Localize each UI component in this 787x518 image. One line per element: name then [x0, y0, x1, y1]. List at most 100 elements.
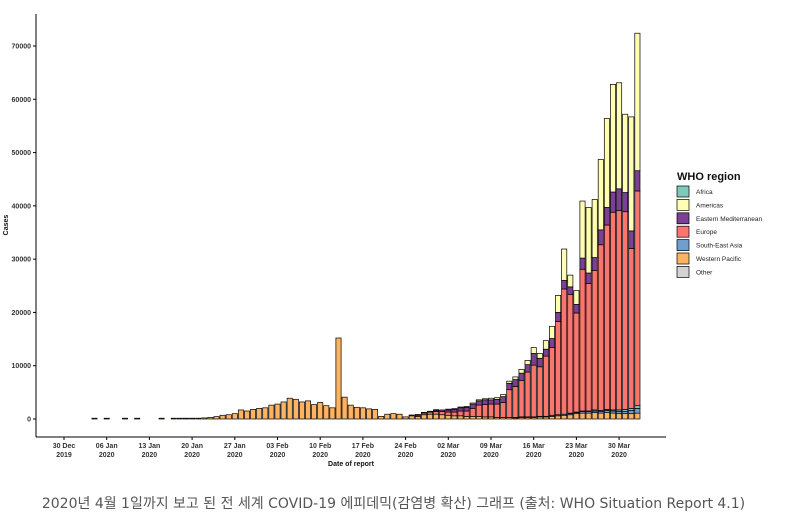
- bar-segment-americas-2020-03-24: [579, 200, 586, 259]
- bar-segment-western-pacific-2020-02-07: [298, 401, 305, 420]
- bar-segment-eastern-mediterranean-2020-03-04: [457, 407, 464, 412]
- bar-segment-western-pacific-2020-02-16: [353, 406, 360, 420]
- bar-segment-europe-2020-03-24: [579, 268, 586, 412]
- bar-segment-eastern-mediterranean-2020-03-20: [555, 312, 562, 322]
- bar-segment-europe-2020-04-02: [634, 190, 641, 407]
- bar-segment-eastern-mediterranean-2020-03-14: [518, 372, 525, 381]
- bar-segment-americas-2020-03-19: [549, 325, 555, 339]
- bar-segment-south-east-asia-2020-04-01: [628, 410, 635, 415]
- y-tick-label: 10000: [12, 363, 32, 370]
- bar-segment-western-pacific-2020-03-25: [585, 412, 592, 420]
- bar-segment-western-pacific-2020-02-22: [390, 413, 397, 420]
- bar-segment-americas-2020-03-07: [475, 399, 482, 402]
- bar-segment-europe-2020-02-25: [408, 414, 415, 417]
- legend-swatch-other: [676, 266, 690, 278]
- bar-segment-western-pacific-2020-03-24: [579, 412, 586, 420]
- bar-segment-europe-2020-03-05: [463, 410, 470, 417]
- x-tick-label-year: 2020: [227, 452, 243, 459]
- x-tick-label-year: 2020: [526, 452, 542, 459]
- bar-segment-eastern-mediterranean-2020-03-11: [500, 396, 507, 403]
- y-tick-label: 30000: [12, 257, 32, 264]
- bar-segment-americas-2020-04-02: [634, 32, 641, 172]
- bar-segment-western-pacific-2020-01-25: [219, 414, 226, 420]
- bar-segment-europe-2020-03-18: [542, 355, 549, 417]
- legend-items: Africa Americas Eastern Mediterranean Europ…: [676, 185, 763, 278]
- x-ticks: 30 Dec 2019 06 Jan 2020 13 Jan 2020 20 Jan 2020…: [53, 437, 630, 459]
- bar-segment-western-pacific-2020-03-19: [549, 415, 555, 420]
- bar-segment-americas-2020-03-15: [524, 360, 531, 366]
- legend-label-other: Other: [696, 269, 713, 276]
- bar-segment-eastern-mediterranean-2020-03-06: [469, 403, 476, 409]
- x-tick-label-day: 20 Jan: [181, 443, 203, 450]
- bar-segment-western-pacific-2020-01-24: [213, 416, 220, 420]
- bar-segment-eastern-mediterranean-2020-03-16: [530, 353, 537, 366]
- bar-segment-western-pacific-2020-02-29: [433, 413, 440, 420]
- legend: WHO region Africa Americas Eastern Mediter…: [676, 171, 763, 278]
- x-tick-label-year: 2020: [569, 452, 585, 459]
- x-tick-label-day: 03 Feb: [266, 443, 288, 450]
- y-tick-label: 40000: [12, 203, 32, 210]
- x-tick-label-day: 23 Mar: [565, 443, 587, 450]
- bar-segment-western-pacific-2020-02-09: [311, 404, 318, 420]
- x-tick-label-year: 2019: [56, 452, 72, 459]
- bar-segment-europe-2020-03-06: [469, 407, 476, 417]
- x-tick-label-year: 2020: [184, 452, 200, 459]
- bar-segment-americas-2020-03-06: [469, 402, 476, 405]
- bar-segment-western-pacific-2020-02-15: [347, 404, 354, 420]
- bar-segment-western-pacific-2020-02-12: [329, 407, 336, 420]
- bar-segment-europe-2020-02-29: [433, 411, 440, 415]
- bar-segment-americas-2020-03-26: [591, 199, 598, 258]
- bar-segment-western-pacific-2020-02-24: [402, 416, 409, 420]
- x-tick-label-day: 06 Jan: [96, 443, 118, 450]
- bar-segment-western-pacific-2020-01-30: [250, 409, 257, 420]
- bar-segment-western-pacific-2020-01-23: [207, 417, 214, 420]
- bar-segment-western-pacific-2020-01-11: [134, 417, 141, 420]
- y-axis-title: Cases: [3, 215, 10, 236]
- bar-segment-americas-2020-03-04: [457, 406, 464, 409]
- bar-segment-americas-2020-03-27: [597, 159, 604, 231]
- bar-segment-europe-2020-03-04: [457, 410, 464, 417]
- epidemic-curve-chart: 0 10000 20000 30000 40000 50000 60000 70000 30 …: [3, 14, 763, 468]
- x-tick-label-year: 2020: [142, 452, 158, 459]
- bar-segment-americas-2020-03-02: [445, 408, 452, 411]
- bar-segment-eastern-mediterranean-2020-03-13: [512, 379, 519, 387]
- x-tick-label-day: 17 Feb: [352, 443, 374, 450]
- x-tick-label-day: 24 Feb: [395, 443, 417, 450]
- bar-segment-americas-2020-03-08: [481, 398, 488, 401]
- bar-segment-eastern-mediterranean-2020-03-25: [585, 272, 592, 285]
- bar-segment-western-pacific-2020-03-29: [610, 412, 616, 420]
- bar-segment-western-pacific-2020-02-14: [341, 396, 348, 420]
- bar-segment-eastern-mediterranean-2020-03-29: [610, 191, 616, 213]
- bar-segment-americas-2020-03-22: [567, 274, 574, 288]
- bar-segment-europe-2020-03-28: [603, 224, 610, 410]
- bar-segment-western-pacific-2020-02-02: [268, 404, 275, 420]
- bar-segment-western-pacific-2020-02-18: [366, 408, 372, 420]
- bar-segment-western-pacific-2020-02-26: [414, 415, 421, 420]
- bar-segment-europe-2020-03-01: [439, 411, 446, 416]
- x-tick-label-year: 2020: [441, 452, 457, 459]
- bar-segment-americas-2020-03-13: [512, 376, 519, 380]
- bar-segment-europe-2020-03-16: [530, 364, 537, 418]
- bar-segment-western-pacific-2020-03-20: [555, 415, 562, 420]
- bar-segment-western-pacific-2020-04-02: [634, 412, 641, 420]
- bar-segment-eastern-mediterranean-2020-03-08: [481, 399, 488, 405]
- bar-segment-eastern-mediterranean-2020-03-12: [506, 382, 513, 391]
- x-tick-label-year: 2020: [398, 452, 414, 459]
- bar-segment-americas-2020-03-23: [573, 290, 580, 305]
- bar-segment-americas-2020-03-12: [506, 380, 513, 384]
- y-tick-label: 0: [27, 417, 31, 424]
- x-tick-label-day: 10 Feb: [309, 443, 331, 450]
- bar-segment-western-pacific-2020-01-06: [103, 417, 110, 420]
- bar-segment-eastern-mediterranean-2020-03-24: [579, 257, 586, 270]
- legend-swatch-south-east-asia: [676, 239, 690, 251]
- bar-segment-western-pacific-2020-02-20: [378, 415, 385, 420]
- bar-segment-western-pacific-2020-03-28: [603, 412, 610, 420]
- bar-segment-western-pacific-2020-03-23: [573, 413, 580, 420]
- bar-segment-europe-2020-03-30: [616, 210, 623, 411]
- bar-segment-europe-2020-03-14: [518, 380, 525, 418]
- bar-segment-europe-2020-03-11: [500, 402, 507, 418]
- bar-segment-western-pacific-2020-02-28: [427, 413, 433, 420]
- bar-segment-western-pacific-2020-02-11: [323, 405, 330, 420]
- y-tick-label: 50000: [12, 150, 32, 157]
- x-tick-label-day: 09 Mar: [480, 443, 502, 450]
